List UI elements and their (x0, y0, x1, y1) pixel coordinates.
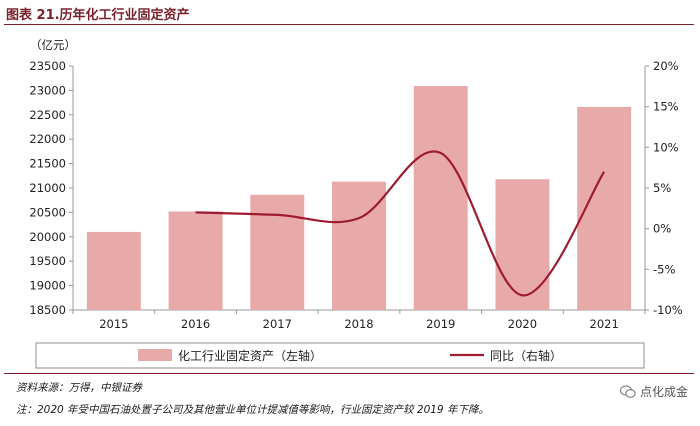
right-tick-label: -5% (653, 262, 675, 276)
right-tick-label: 15% (653, 100, 679, 114)
watermark-text: 点化成金 (639, 385, 688, 399)
left-axis-unit: （亿元） (30, 38, 76, 52)
left-tick-label: 21500 (29, 157, 66, 171)
left-tick-label: 22500 (29, 108, 66, 122)
legend-bar-swatch (138, 349, 172, 361)
bar (168, 211, 223, 310)
bar (86, 231, 141, 310)
right-tick-label: 20% (653, 59, 679, 73)
x-tick-label: 2019 (426, 317, 455, 331)
legend-bar-label: 化工行业固定资产（左轴） (178, 348, 322, 363)
bars (86, 86, 632, 311)
x-tick-label: 2017 (263, 317, 292, 331)
yoy-line-path (195, 150, 606, 297)
title-divider (4, 24, 694, 25)
x-tick-label: 2020 (508, 317, 537, 331)
axes: 18500 19000 19500 20000 20500 21000 21500 22000… (29, 59, 682, 331)
right-tick-label: 5% (653, 181, 671, 195)
legend-line-label: 同比（右轴） (490, 348, 562, 363)
left-tick-label: 18500 (29, 303, 66, 317)
right-tick-label: -10% (653, 303, 683, 317)
bar (495, 179, 550, 310)
left-tick-label: 19500 (29, 254, 66, 268)
x-tick-label: 2021 (590, 317, 619, 331)
source-text: 资料来源：万得，中银证券 (16, 382, 142, 394)
left-tick-label: 20000 (29, 230, 66, 244)
left-tick-label: 23500 (29, 59, 66, 73)
bar (332, 181, 386, 310)
right-tick-label: 0% (653, 222, 671, 236)
x-tick-label: 2018 (344, 317, 373, 331)
bar (413, 86, 468, 311)
left-tick-label: 19000 (29, 279, 66, 293)
left-tick-label: 21000 (29, 181, 66, 195)
legend: 化工行业固定资产（左轴） 同比（右轴） (138, 348, 562, 363)
x-tick-label: 2016 (181, 317, 210, 331)
chart-title: 图表 21.历年化工行业固定资产 (6, 8, 190, 23)
note-text: 注：2020 年受中国石油处置子公司及其他营业单位计提减值等影响，行业固定资产较… (16, 404, 489, 416)
footer-divider (4, 373, 694, 374)
left-tick-label: 20500 (29, 205, 66, 219)
left-tick-label: 23000 (29, 83, 66, 97)
watermark: 点化成金 (619, 383, 688, 400)
x-tick-label: 2015 (99, 317, 128, 331)
left-tick-label: 22000 (29, 132, 66, 146)
yoy-line (195, 150, 606, 297)
wechat-icon (619, 384, 636, 398)
bar (250, 194, 305, 310)
chart: 18500 19000 19500 20000 20500 21000 21500 22000… (29, 59, 683, 369)
legend-box (35, 342, 645, 369)
right-tick-label: 10% (653, 140, 679, 154)
